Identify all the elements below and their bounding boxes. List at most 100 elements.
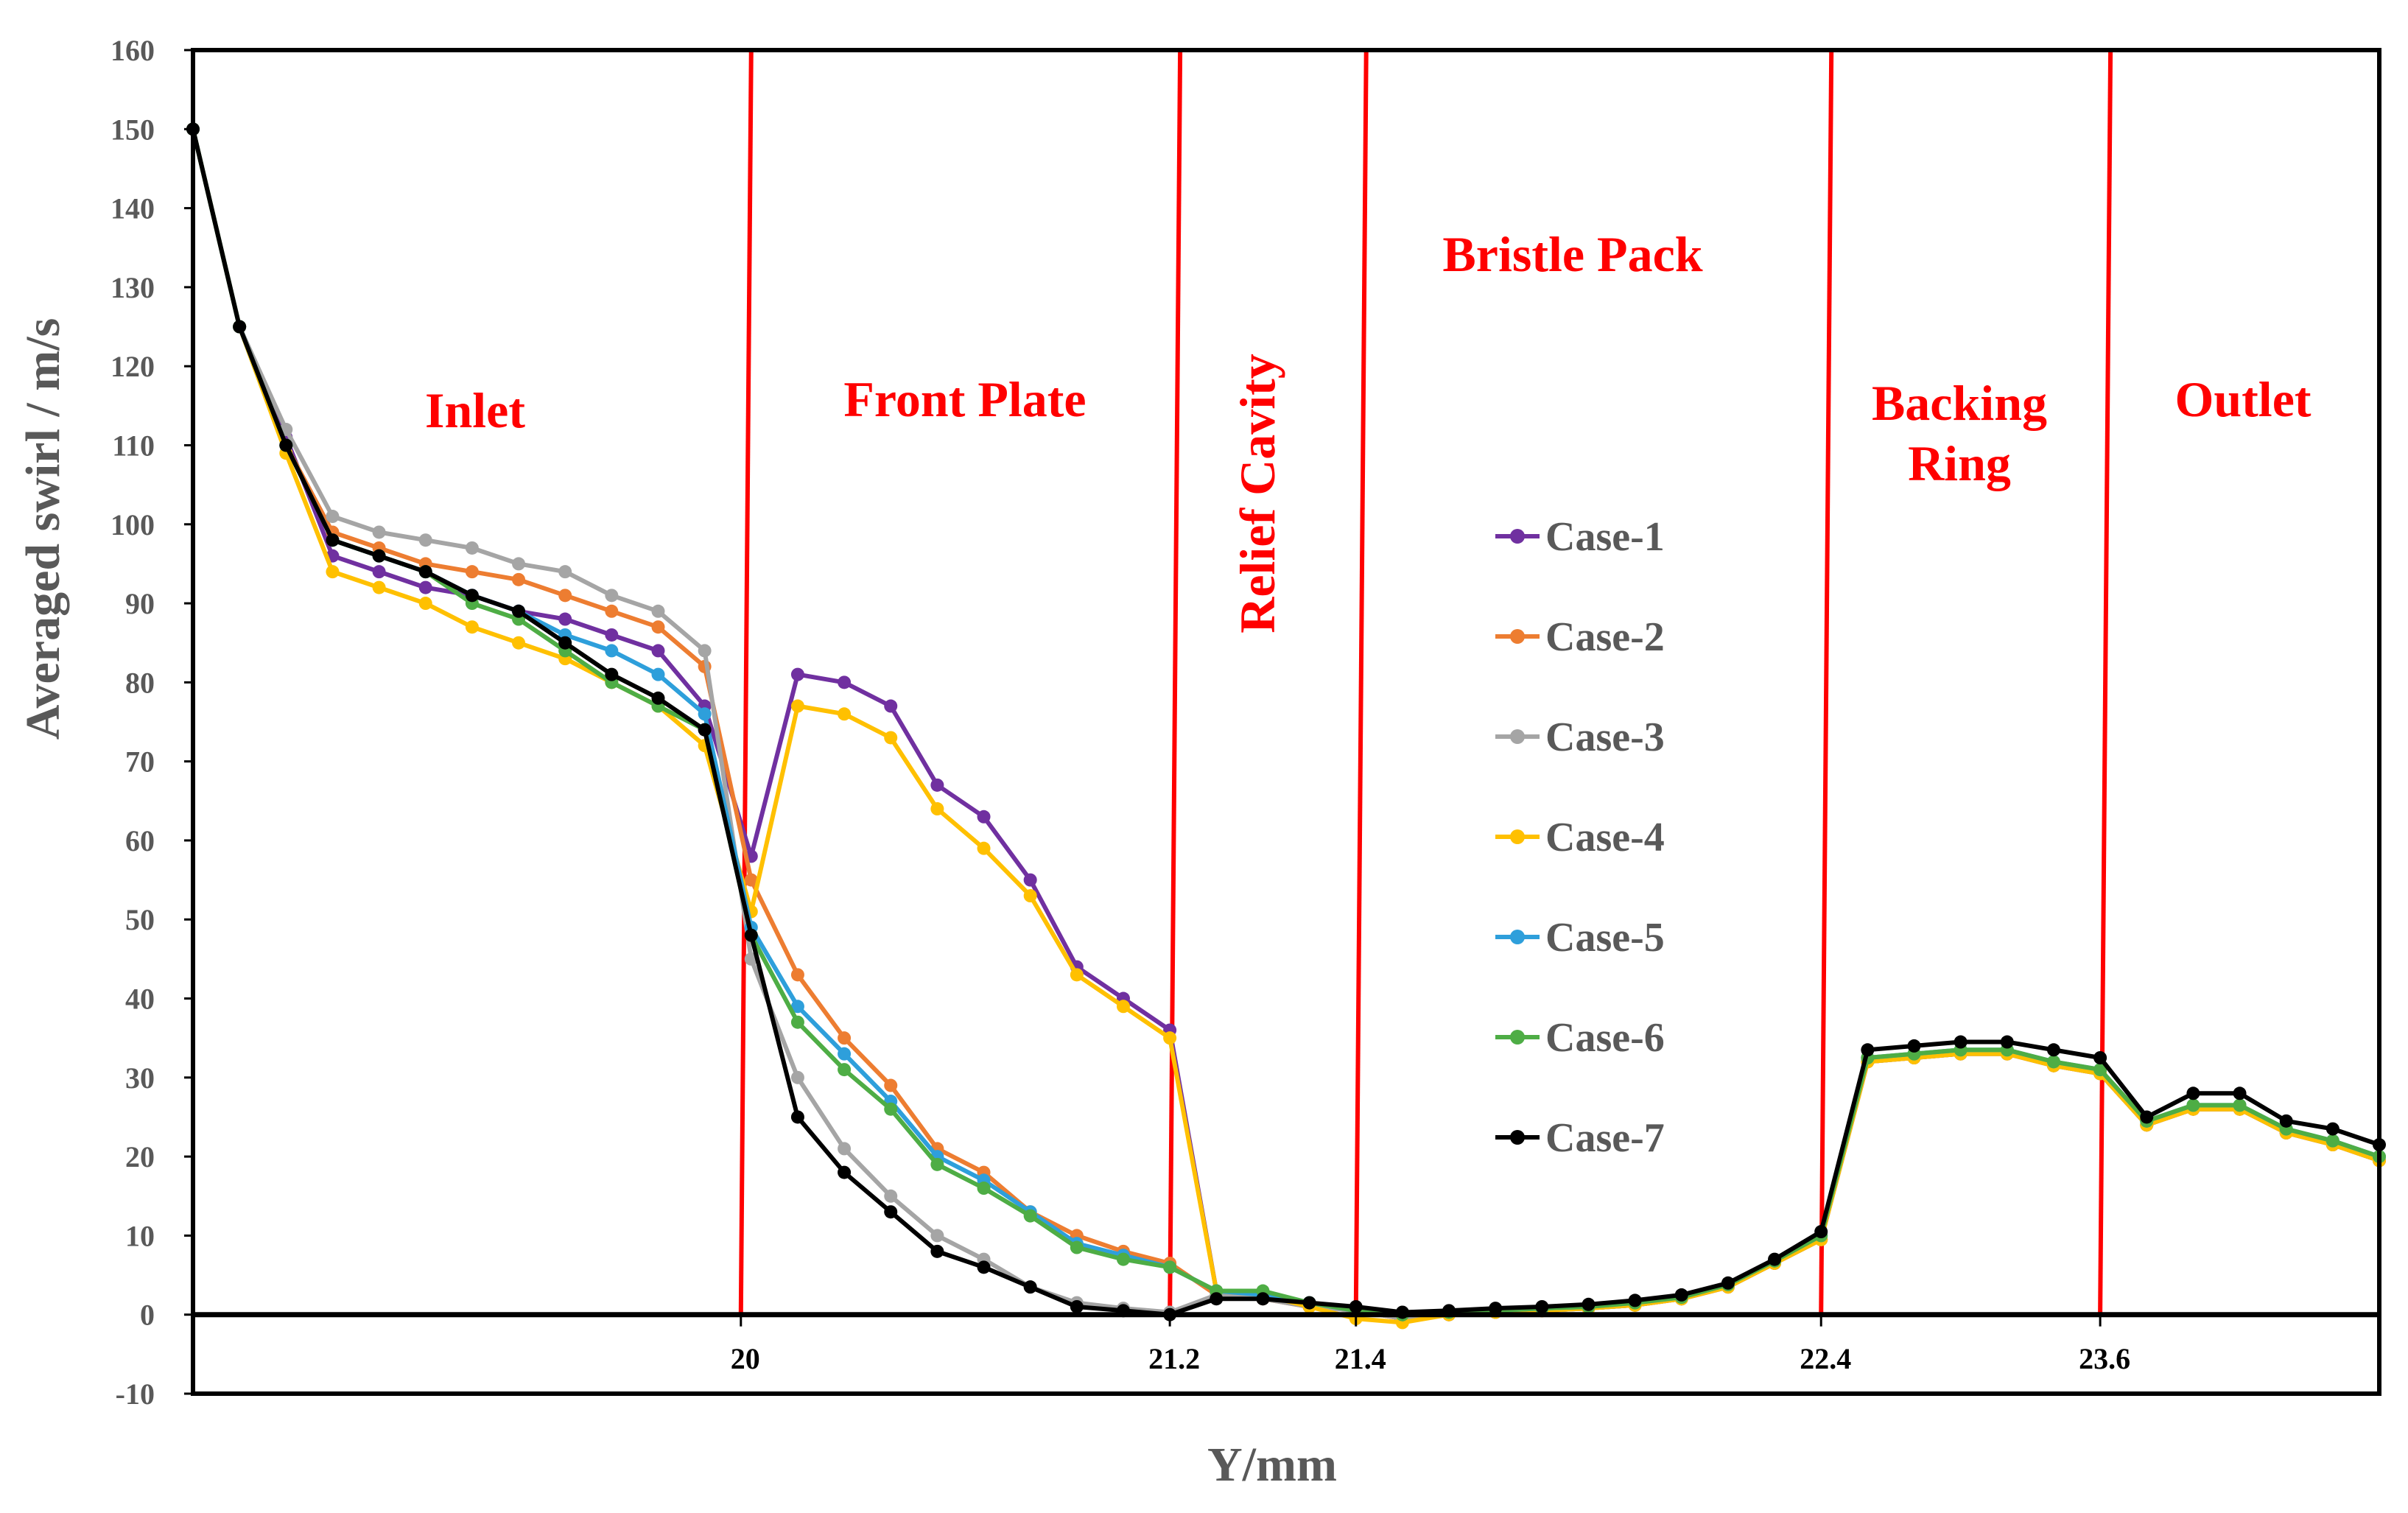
y-tick-label: 0 [140,1299,155,1332]
region-label: Bristle Pack [1442,226,1702,282]
region-label: Backing Ring [1872,375,2047,491]
region-label: Inlet [425,382,525,438]
y-tick-label: 10 [125,1219,155,1252]
region-boundaries [738,49,2113,1315]
data-point [698,644,712,658]
legend-item: Case-6 [1495,1015,1665,1061]
legend-swatch-marker [1510,829,1525,844]
data-point [1070,1240,1084,1254]
data-point [2325,1134,2339,1148]
data-point [605,644,619,658]
y-tick-label: 30 [125,1061,155,1095]
legend-swatch-marker [1510,729,1525,744]
data-point [326,533,340,547]
data-point [1210,1292,1224,1306]
legend-label: Case-1 [1545,514,1665,560]
data-point [1116,1252,1130,1266]
data-point [465,541,479,555]
region-boundary-line [1819,49,1834,1315]
legend-label: Case-2 [1545,614,1665,660]
series-case-7 [186,122,2386,1321]
plot-border [191,48,2381,1396]
y-tick-label: 70 [125,745,155,779]
x-tick-label: 23.6 [2079,1342,2130,1375]
y-tick-label: 120 [110,350,155,383]
data-point [1070,1299,1084,1313]
data-point [418,533,432,547]
data-point [558,589,572,603]
y-tick-label: 20 [125,1140,155,1173]
data-point [651,604,665,618]
series-line [191,128,2380,1317]
data-point [605,628,619,642]
data-point [838,707,852,721]
data-point [930,1157,944,1171]
data-point [790,1070,804,1084]
data-point [651,620,665,634]
data-point [326,510,340,524]
legend-swatch-marker [1510,930,1525,944]
data-point [790,1000,804,1014]
data-point [930,802,944,816]
legend-item: Case-2 [1495,614,1665,660]
y-tick-label: 160 [110,34,155,67]
data-point [2046,1043,2060,1057]
data-point [279,438,293,452]
data-point [977,841,991,855]
data-point [1582,1297,1596,1311]
data-point [418,565,432,579]
data-point [930,1229,944,1243]
y-tick-label: 50 [125,903,155,936]
data-point [838,1047,852,1061]
y-tick-label: 150 [110,113,155,146]
data-point [1070,968,1084,982]
axis-ticks: -10 0 10 20 30 40 50 60 70 80 90 100 110 120 130 140 150… [110,34,2130,1411]
y-tick-label: 100 [110,508,155,541]
data-point [977,1260,991,1274]
data-point [838,1165,852,1179]
legend-label: Case-6 [1545,1015,1665,1061]
series-line [191,128,2380,1317]
legend-label: Case-4 [1545,815,1665,860]
data-point [558,565,572,579]
data-point [512,557,526,571]
data-point [1907,1039,1921,1053]
data-point [1023,1280,1037,1294]
data-point [930,1244,944,1258]
data-point [977,810,991,824]
data-point [977,1182,991,1196]
data-point [1349,1299,1363,1313]
data-point [372,549,386,563]
data-point [1023,1209,1037,1223]
data-point [1023,889,1037,903]
x-tick-label: 21.2 [1148,1342,1200,1375]
data-point [418,597,432,611]
data-point [884,731,898,745]
data-point [465,620,479,634]
region-label: Outlet [2174,371,2311,427]
data-point [651,644,665,658]
data-point [1814,1225,1828,1239]
region-labels: Inlet Front Plate Relief Cavity Bristle Pac… [425,226,2312,633]
legend-label: Case-5 [1545,915,1665,961]
data-point [465,565,479,579]
data-point [2233,1098,2247,1112]
region-label-word: Ring [1908,435,2011,491]
legend-item: Case-3 [1495,715,1665,760]
data-point [1489,1302,1503,1316]
data-point [884,1189,898,1203]
legend-item: Case-1 [1495,514,1665,560]
data-point [838,1063,852,1077]
region-boundary-line [1353,49,1369,1315]
data-point [2093,1063,2107,1077]
data-point [698,723,712,737]
region-label-word: Backing [1872,375,2047,431]
data-point [233,320,247,334]
data-point [605,589,619,603]
data-point [465,589,479,603]
data-point [1163,1031,1177,1045]
legend-swatch-marker [1510,1130,1525,1145]
data-point [372,580,386,594]
